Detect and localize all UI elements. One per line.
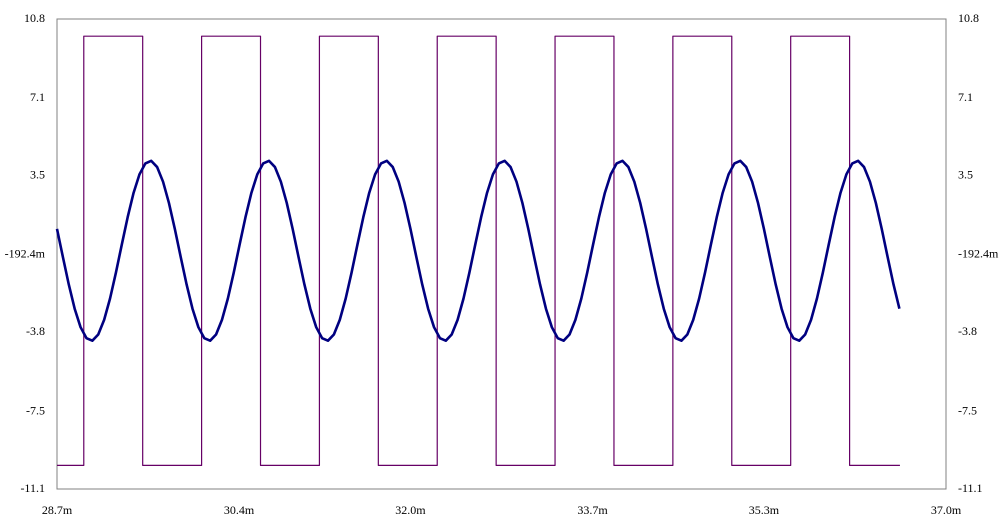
- y2-tick-label: -192.4m: [958, 247, 999, 261]
- y-tick-label: -192.4m: [5, 247, 46, 261]
- y-tick-label: -7.5: [26, 403, 45, 417]
- x-tick-label: 33.7m: [577, 503, 608, 517]
- y-tick-label: 10.8: [24, 11, 45, 25]
- x-tick-label: 28.7m: [42, 503, 73, 517]
- y2-tick-label: 10.8: [958, 11, 979, 25]
- x-tick-label: 32.0m: [395, 503, 426, 517]
- y2-tick-label: -3.8: [958, 324, 977, 338]
- x-tick-label: 37.0m: [931, 503, 962, 517]
- y-tick-label: -11.1: [20, 481, 45, 495]
- x-tick-label: 35.3m: [749, 503, 780, 517]
- series-line: [55, 159, 901, 343]
- y-tick-label: -3.8: [26, 324, 45, 338]
- x-tick-label: 30.4m: [224, 503, 255, 517]
- y2-tick-label: 7.1: [958, 90, 973, 104]
- y2-tick-label: 3.5: [958, 167, 973, 181]
- y2-tick-label: -7.5: [958, 403, 977, 417]
- plot-area: [56, 18, 947, 490]
- series-line: [57, 35, 900, 466]
- y2-tick-label: -11.1: [958, 481, 983, 495]
- y-tick-label: 7.1: [30, 90, 45, 104]
- y-tick-label: 3.5: [30, 167, 45, 181]
